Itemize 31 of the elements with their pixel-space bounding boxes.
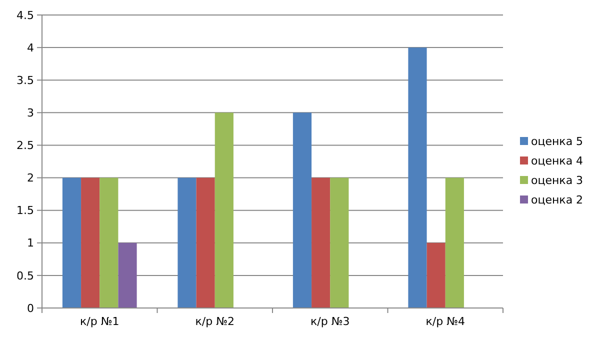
bar (330, 178, 349, 308)
y-tick-label: 0.5 (16, 269, 34, 282)
bar (445, 178, 464, 308)
legend-label: оценка 2 (531, 193, 584, 206)
x-tick-label: к/р №1 (80, 315, 120, 328)
x-tick-label: к/р №3 (310, 315, 350, 328)
legend-label: оценка 5 (531, 134, 584, 148)
y-tick-label: 3.5 (16, 74, 34, 87)
bar (178, 178, 196, 308)
bar (312, 178, 330, 308)
bar (196, 178, 215, 308)
y-tick-label: 1.5 (16, 204, 34, 218)
bar (426, 242, 446, 308)
legend-label: оценка 3 (531, 174, 584, 187)
y-tick-label: 4 (27, 41, 34, 54)
bar (62, 178, 82, 308)
bar (118, 242, 137, 308)
legend-label: оценка 4 (531, 154, 584, 168)
bar (408, 48, 427, 308)
y-tick-label: 1 (27, 236, 34, 250)
y-tick-label: 3 (27, 106, 34, 120)
x-tick-label: к/р №4 (426, 315, 466, 328)
bar (81, 178, 100, 308)
bar (292, 112, 312, 308)
x-tick-label: к/р №2 (195, 315, 235, 328)
bar (214, 112, 234, 308)
bar (100, 178, 118, 308)
y-tick-label: 2.5 (16, 139, 34, 152)
y-tick-label: 2 (27, 172, 34, 185)
y-tick-label: 4.5 (16, 8, 34, 22)
y-tick-label: 0 (27, 302, 34, 315)
